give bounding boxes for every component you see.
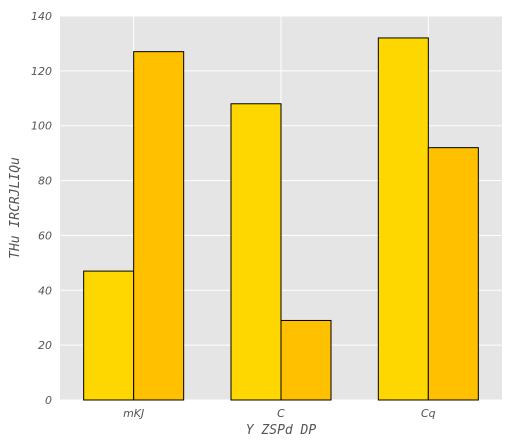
bars	[83, 37, 479, 401]
x-axis-label: Y ZSPd DP	[246, 423, 317, 438]
y-tick-label: 120	[31, 65, 52, 78]
x-axis-ticks: mKJ C Cq	[123, 407, 436, 420]
bar-series-1-Cq	[377, 37, 429, 401]
y-tick-label: 20	[38, 339, 52, 352]
y-tick-label: 140	[31, 10, 52, 23]
y-tick-label: 100	[31, 120, 52, 133]
y-tick-label: 80	[38, 175, 52, 188]
y-tick-label: 60	[38, 229, 52, 242]
bar-series-1-C	[230, 103, 282, 401]
bar-series-2-mKJ	[133, 51, 185, 401]
bar-series-1-mKJ	[83, 270, 135, 401]
y-axis-label: THu IRCRJLIQu	[8, 157, 23, 259]
y-tick-label: 40	[38, 284, 52, 297]
x-tick-label: Cq	[421, 407, 436, 420]
bar-series-2-Cq	[427, 147, 479, 401]
y-tick-label: 0	[45, 394, 52, 407]
y-axis-ticks: 0 20 40 60 80 100 120 140	[31, 10, 52, 407]
x-tick-label: mKJ	[123, 407, 144, 420]
x-tick-label: C	[277, 407, 285, 420]
bar-series-2-C	[280, 319, 332, 401]
